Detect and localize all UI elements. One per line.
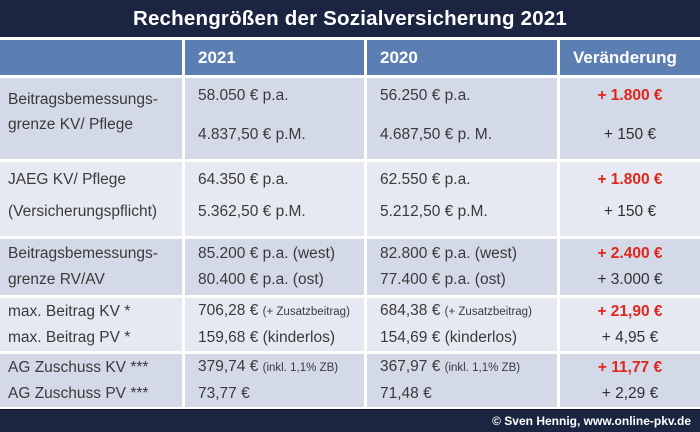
- value-line: 367,97 € (inkl. 1,1% ZB): [380, 354, 557, 381]
- value-line: 64.350 € p.a.: [198, 171, 289, 188]
- value-note: (inkl. 1,1% ZB): [262, 362, 339, 374]
- title-bar: Rechengrößen der Sozialversicherung 2021: [0, 0, 700, 37]
- column-header-2020: 2020: [367, 40, 557, 75]
- change-line-red: + 11,77 €: [597, 358, 663, 376]
- change-value: + 1.800 € + 150 €: [560, 78, 700, 159]
- row-label-line2: AG Zuschuss PV ***: [8, 384, 149, 402]
- value-line: 58.050 € p.a.: [198, 87, 289, 104]
- value-2021: 58.050 € p.a. 4.837,50 € p.M.: [185, 78, 364, 159]
- value-line: 85.200 € p.a. (west): [198, 245, 335, 262]
- value-line: 82.800 € p.a. (west): [380, 245, 517, 262]
- value-note: (inkl. 1,1% ZB): [444, 362, 521, 374]
- change-line-red: + 1.800 €: [597, 87, 663, 104]
- value-2021: 85.200 € p.a. (west) 80.400 € p.a. (ost): [185, 239, 364, 295]
- value-line: 684,38 € (+ Zusatzbeitrag): [380, 298, 557, 325]
- value-amount: 684,38 €: [380, 302, 441, 319]
- value-line: 5.362,50 € p.M.: [198, 203, 306, 220]
- row-label-jaeg: JAEG KV/ Pflege (Versicherungspflicht): [0, 162, 182, 236]
- change-line: + 3.000 €: [597, 271, 663, 288]
- change-value: + 2.400 € + 3.000 €: [560, 239, 700, 295]
- value-amount: 706,28 €: [198, 302, 259, 319]
- change-line-red: + 2.400 €: [597, 245, 663, 262]
- value-amount: 367,97 €: [380, 358, 441, 375]
- value-line: 154,69 € (kinderlos): [380, 329, 517, 346]
- value-2021: 379,74 € (inkl. 1,1% ZB) 73,77 €: [185, 354, 364, 407]
- value-line: 71,48 €: [380, 385, 432, 402]
- value-line: 77.400 € p.a. (ost): [380, 271, 506, 288]
- rates-table: 2021 2020 Veränderung Beitragsbemessungs…: [0, 40, 700, 407]
- row-label-line1: JAEG KV/ Pflege: [8, 171, 127, 188]
- change-value: + 21,90 € + 4,95 €: [560, 298, 700, 351]
- value-amount: 379,74 €: [198, 358, 259, 375]
- value-2020: 367,97 € (inkl. 1,1% ZB) 71,48 €: [367, 354, 557, 407]
- value-line: 62.550 € p.a.: [380, 171, 471, 188]
- row-label-line1: Beitragsbemessungs-: [8, 245, 158, 262]
- row-label-line1: Beitragsbemessungs-: [8, 91, 158, 108]
- change-line: + 150 €: [603, 203, 657, 220]
- row-label-line1: AG Zuschuss KV ***: [8, 358, 149, 376]
- copyright-credit: © Sven Hennig, www.online-pkv.de: [492, 414, 691, 428]
- value-line: 73,77 €: [198, 385, 250, 402]
- value-line: 5.212,50 € p.M.: [380, 203, 488, 220]
- row-label-line2: (Versicherungspflicht): [8, 203, 158, 220]
- value-2021: 706,28 € (+ Zusatzbeitrag) 159,68 € (kin…: [185, 298, 364, 351]
- change-line-red: + 1.800 €: [597, 171, 663, 188]
- value-line: 159,68 € (kinderlos): [198, 329, 335, 346]
- page-title: Rechengrößen der Sozialversicherung 2021: [132, 6, 568, 30]
- value-2021: 64.350 € p.a. 5.362,50 € p.M.: [185, 162, 364, 236]
- row-label-bbg-kv: Beitragsbemessungs- grenze KV/ Pflege: [0, 78, 182, 159]
- value-2020: 684,38 € (+ Zusatzbeitrag) 154,69 € (kin…: [367, 298, 557, 351]
- row-label-bbg-rv: Beitragsbemessungs- grenze RV/AV: [0, 239, 182, 295]
- change-line: + 2,29 €: [601, 384, 659, 402]
- row-label-line1: max. Beitrag KV *: [8, 302, 131, 320]
- value-note: (+ Zusatzbeitrag): [262, 306, 350, 318]
- value-2020: 82.800 € p.a. (west) 77.400 € p.a. (ost): [367, 239, 557, 295]
- row-label-max-beitrag: max. Beitrag KV * max. Beitrag PV *: [0, 298, 182, 351]
- column-header-2021: 2021: [185, 40, 364, 75]
- footer-bar: © Sven Hennig, www.online-pkv.de: [0, 409, 700, 432]
- row-label-ag-zuschuss: AG Zuschuss KV *** AG Zuschuss PV ***: [0, 354, 182, 407]
- row-label-line2: grenze KV/ Pflege: [8, 116, 133, 133]
- value-line: 4.837,50 € p.M.: [198, 126, 306, 143]
- change-value: + 1.800 € + 150 €: [560, 162, 700, 236]
- value-line: 379,74 € (inkl. 1,1% ZB): [198, 354, 364, 381]
- column-header-change: Veränderung: [560, 40, 700, 75]
- value-line: 4.687,50 € p. M.: [380, 126, 493, 143]
- row-label-line2: grenze RV/AV: [8, 271, 105, 288]
- value-line: 706,28 € (+ Zusatzbeitrag): [198, 298, 364, 325]
- value-2020: 62.550 € p.a. 5.212,50 € p.M.: [367, 162, 557, 236]
- value-2020: 56.250 € p.a. 4.687,50 € p. M.: [367, 78, 557, 159]
- change-line-red: + 21,90 €: [597, 302, 663, 320]
- change-line: + 150 €: [603, 126, 657, 143]
- row-label-line2: max. Beitrag PV *: [8, 328, 131, 346]
- column-header-empty: [0, 40, 182, 75]
- value-line: 56.250 € p.a.: [380, 87, 471, 104]
- change-value: + 11,77 € + 2,29 €: [560, 354, 700, 407]
- value-line: 80.400 € p.a. (ost): [198, 271, 324, 288]
- change-line: + 4,95 €: [601, 328, 659, 346]
- value-note: (+ Zusatzbeitrag): [444, 306, 532, 318]
